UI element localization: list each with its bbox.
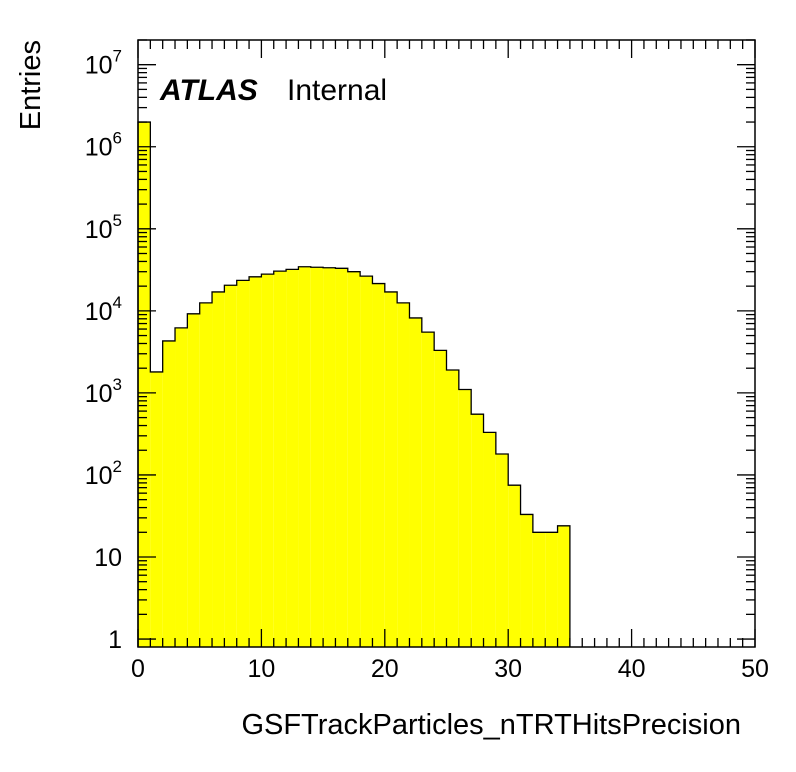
y-tick-label: 1	[108, 626, 122, 654]
histogram-bar	[347, 271, 361, 647]
histogram-bar	[360, 276, 373, 647]
x-axis-title: GSFTrackParticles_nTRTHitsPrecision	[241, 709, 741, 741]
histogram-bar	[298, 266, 311, 647]
histogram-bar	[212, 291, 225, 647]
x-tick-label: 20	[371, 655, 399, 683]
histogram-bar	[249, 276, 262, 647]
y-tick-label: 10	[94, 544, 122, 572]
histogram-bar	[323, 267, 336, 647]
y-tick-label: 102	[85, 457, 122, 490]
histogram-bar	[150, 371, 163, 647]
histogram-bar	[162, 340, 176, 647]
histogram-bar	[483, 432, 496, 647]
y-tick-label: 106	[85, 129, 122, 162]
histogram-bar	[520, 514, 533, 647]
histogram-bar	[557, 525, 570, 647]
x-tick-label: 0	[131, 655, 145, 683]
y-tick-label: 104	[85, 293, 122, 326]
histogram-bar	[532, 532, 546, 647]
histogram-bar	[372, 283, 385, 647]
atlas-sublabel: Internal	[287, 74, 387, 107]
y-tick-label: 107	[85, 47, 122, 80]
y-axis-title: Entries	[15, 40, 47, 130]
histogram-bar	[236, 280, 250, 647]
histogram-bar	[471, 414, 484, 647]
y-tick-labels: 1 10 102 103 104 105 106 107	[85, 47, 122, 654]
x-tick-label: 30	[494, 655, 522, 683]
histogram-bar	[138, 122, 151, 647]
histogram-bar	[409, 317, 422, 647]
histogram-bar	[495, 454, 509, 647]
y-tick-label: 105	[85, 211, 122, 244]
x-tick-label: 10	[247, 655, 275, 683]
histogram-bars	[138, 122, 570, 647]
histogram-bar	[397, 302, 410, 647]
plot-frame	[137, 39, 756, 648]
histogram-bar	[335, 268, 348, 647]
axis-ticks	[137, 39, 756, 647]
histogram-bar	[458, 389, 472, 647]
histogram-bar	[175, 327, 188, 647]
histogram-bar	[434, 350, 447, 647]
histogram-bar	[199, 302, 213, 647]
histogram-bar	[545, 532, 558, 647]
histogram-bar	[224, 285, 237, 647]
histogram-outline	[137, 121, 571, 647]
histogram-bar	[446, 370, 459, 647]
histogram-bar	[421, 332, 435, 647]
x-tick-label: 50	[741, 655, 769, 683]
y-tick-label: 103	[85, 375, 122, 408]
histogram-bar	[508, 485, 521, 647]
x-tick-label: 40	[618, 655, 646, 683]
atlas-label: ATLAS	[159, 74, 258, 107]
histogram-bar	[273, 271, 287, 647]
histogram-bar	[261, 274, 274, 647]
histogram-bar	[187, 313, 200, 647]
histogram-bar	[286, 269, 299, 647]
histogram-bar	[384, 291, 398, 647]
x-tick-labels: 0 10 20 30 40 50	[131, 655, 769, 683]
histogram-bar	[310, 267, 324, 647]
